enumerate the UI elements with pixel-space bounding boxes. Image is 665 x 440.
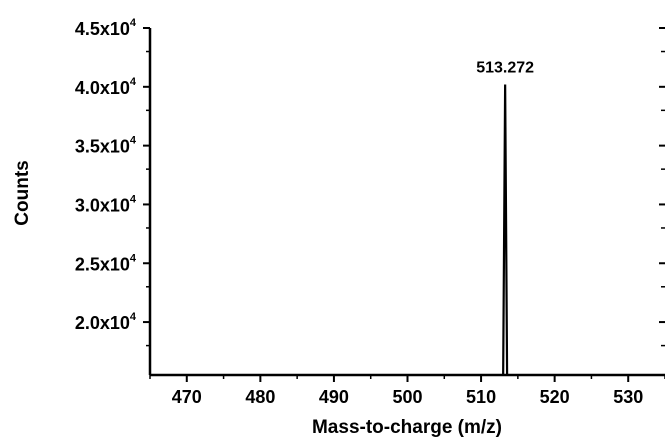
x-axis-title: Mass-to-charge (m/z) [312,417,502,438]
annotations: 513.272 [476,59,534,76]
y-tick-label: 3.0x104 [75,193,137,215]
x-tick-label: 480 [245,387,275,407]
y-tick-label: 2.0x104 [75,311,137,333]
x-tick-label: 490 [319,387,349,407]
x-tick-label: 470 [172,387,202,407]
plot-area [148,28,665,377]
x-tick-label: 530 [613,387,643,407]
y-tick-label: 2.5x104 [75,252,137,274]
y-tick-label: 3.5x104 [75,135,137,157]
x-tick-label: 520 [540,387,570,407]
y-axis-ticks: 2.0x104 2.5x104 3.0x104 3.5x104 4.0x104 4.5x1… [75,17,665,347]
x-tick-label: 510 [466,387,496,407]
y-axis-title: Counts [12,160,33,225]
peak-label: 513.272 [476,59,534,76]
x-tick-label: 500 [392,387,422,407]
x-axis-ticks: 470 480 490 500 510 520 530 [149,375,665,407]
y-tick-label: 4.5x104 [75,17,137,39]
y-tick-label: 4.0x104 [75,76,137,98]
spectrum-series-0 [502,84,509,375]
